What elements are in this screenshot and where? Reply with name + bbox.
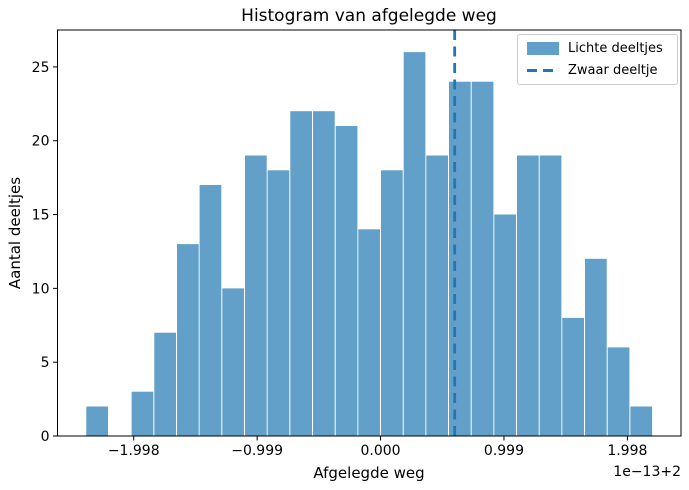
y-tick-label: 20 [32, 134, 50, 150]
histogram-bar [494, 214, 516, 436]
histogram-bar [517, 155, 539, 436]
histogram-bar [154, 332, 176, 436]
histogram-bar [290, 111, 312, 436]
bar-swatch-icon [527, 42, 559, 55]
legend-label: Lichte deeltjes [568, 41, 663, 56]
dashed-line-swatch-icon [527, 69, 559, 72]
histogram-bar [471, 81, 494, 436]
histogram-bar [86, 406, 108, 436]
histogram-bar [449, 81, 471, 436]
chart-title: Histogram van afgelegde weg [241, 6, 497, 26]
x-tick-label: 1.998 [607, 443, 647, 459]
y-axis-label: Aantal deeltjes [6, 176, 24, 290]
x-axis-label: Afgelegde weg [313, 464, 425, 482]
y-tick-label: 25 [32, 60, 50, 76]
histogram-bar [403, 52, 426, 436]
histogram-bar [245, 155, 267, 436]
legend-item-lichte-deeltjes: Lichte deeltjes [527, 41, 668, 56]
histogram-bar [267, 170, 290, 437]
histogram-bar [381, 170, 403, 437]
y-tick-label: 10 [32, 281, 50, 297]
x-tick-label: −0.999 [231, 443, 283, 459]
x-axis-offset-label: 1e−13+2 [613, 464, 681, 480]
histogram-bar [630, 406, 653, 436]
y-tick-label: 5 [41, 355, 50, 371]
histogram-bar [335, 126, 358, 436]
legend-item-zwaar-deeltje: Zwaar deeltje [527, 63, 668, 78]
histogram-bar [562, 317, 584, 436]
x-tick-label: −1.998 [108, 443, 160, 459]
y-tick-label: 0 [41, 429, 50, 445]
legend-label: Zwaar deeltje [568, 63, 658, 78]
histogram-bar [426, 155, 448, 436]
histogram-bar [177, 244, 199, 436]
histogram-bar [222, 288, 244, 436]
histogram-bar [199, 185, 222, 436]
legend: Lichte deeltjes Zwaar deeltje [517, 34, 678, 85]
y-tick-label: 15 [32, 208, 50, 224]
histogram-bar [607, 347, 630, 436]
histogram-bar [358, 229, 380, 436]
histogram-bar [313, 111, 335, 436]
x-tick-label: 0.000 [361, 443, 401, 459]
histogram-bar [585, 258, 607, 436]
axes-spines [57, 29, 682, 437]
x-tick-label: 0.999 [484, 443, 524, 459]
histogram-bar [131, 391, 154, 436]
histogram-bar [539, 155, 562, 436]
